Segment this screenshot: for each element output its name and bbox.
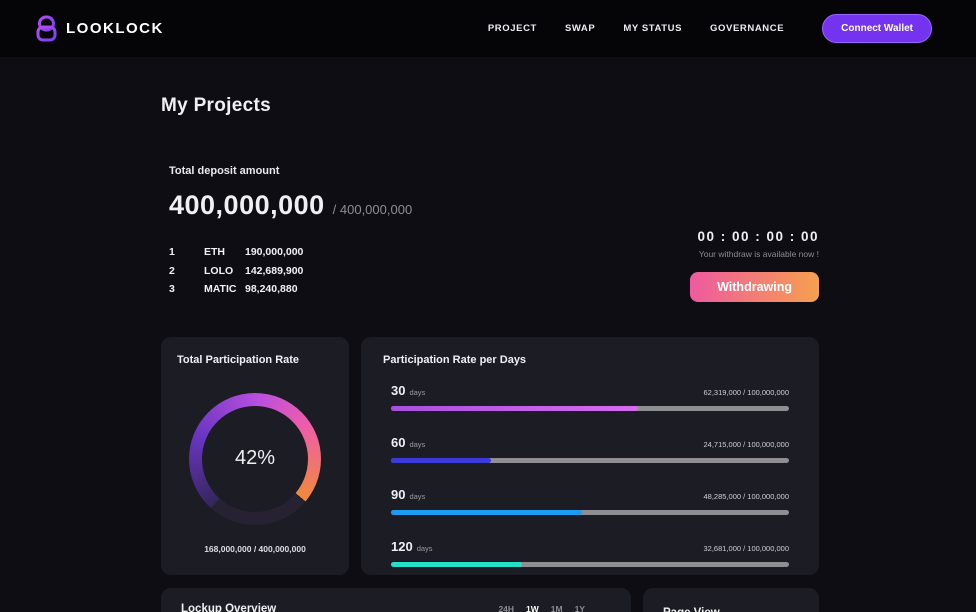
day-row-30: 30 days 62,319,000 / 100,000,000 [391, 382, 789, 411]
progress-bar-track [391, 457, 789, 463]
progress-bar-fill [391, 509, 583, 515]
day-progress-value: 48,285,000 / 100,000,000 [703, 491, 790, 501]
day-row-120: 120 days 32,681,000 / 100,000,000 [391, 538, 789, 567]
progress-bar-fill [391, 561, 523, 567]
day-row-head: 30 days 62,319,000 / 100,000,000 [391, 382, 789, 400]
bottom-cards-row: Lockup Overview 24H 1W 1M 1Y Page View [161, 587, 819, 612]
token-rank: 2 [169, 264, 175, 277]
day-progress-value: 32,681,000 / 100,000,000 [703, 543, 790, 553]
total-participation-title: Total Participation Rate [177, 353, 300, 366]
token-symbol: MATIC [204, 283, 237, 295]
day-unit: days [409, 491, 426, 501]
day-row-90: 90 days 48,285,000 / 100,000,000 [391, 486, 789, 515]
day-unit: days [409, 439, 426, 449]
lockup-overview-title: Lockup Overview [181, 602, 277, 612]
looklock-logo-icon [36, 15, 57, 42]
day-unit: days [416, 543, 433, 553]
day-row-head: 90 days 48,285,000 / 100,000,000 [391, 486, 789, 504]
withdrawing-button[interactable]: Withdrawing [690, 272, 819, 302]
main-content: My Projects Total deposit amount 400,000… [161, 95, 819, 612]
brand-name: LOOKLOCK [66, 20, 164, 37]
day-number: 90 [391, 486, 406, 502]
withdraw-note: Your withdraw is available now ! [698, 249, 819, 259]
progress-bar-fill [391, 457, 491, 463]
brand-logo[interactable]: LOOKLOCK [36, 15, 164, 42]
day-label: 60 days [391, 434, 425, 452]
lockup-overview-card: Lockup Overview 24H 1W 1M 1Y [161, 587, 631, 612]
deposit-summary-section: Total deposit amount 400,000,000 / 400,0… [161, 165, 819, 302]
token-symbol: ETH [204, 246, 225, 258]
day-label: 30 days [391, 382, 425, 400]
total-participation-card: Total Participation Rate 42% 168,000,000… [161, 336, 349, 575]
top-navbar: LOOKLOCK PROJECT SWAP MY STATUS GOVERNAN… [0, 0, 976, 57]
token-rank: 3 [169, 283, 175, 295]
total-deposit-label: Total deposit amount [169, 165, 280, 177]
progress-bar-track [391, 405, 789, 411]
period-tab-1y[interactable]: 1Y [574, 603, 585, 612]
day-label: 120 days [391, 538, 433, 556]
participation-summary: 168,000,000 / 400,000,000 [204, 543, 306, 554]
period-tab-1w[interactable]: 1W [526, 603, 539, 612]
day-row-head: 120 days 32,681,000 / 100,000,000 [391, 538, 789, 556]
period-tab-24h[interactable]: 24H [498, 603, 515, 612]
day-progress-value: 62,319,000 / 100,000,000 [703, 387, 790, 397]
day-number: 60 [391, 434, 406, 450]
day-row-head: 60 days 24,715,000 / 100,000,000 [391, 434, 789, 452]
day-row-60: 60 days 24,715,000 / 100,000,000 [391, 434, 789, 463]
page-view-card: Page View [643, 587, 819, 612]
nav-item-swap[interactable]: SWAP [564, 23, 596, 34]
day-progress-value: 24,715,000 / 100,000,000 [703, 439, 790, 449]
token-amount: 142,689,900 [245, 264, 304, 277]
period-tab-1m[interactable]: 1M [550, 603, 563, 612]
per-days-rows: 30 days 62,319,000 / 100,000,000 60 days 2… [383, 382, 789, 567]
nav-item-governance[interactable]: GOVERNANCE [710, 23, 785, 34]
deposit-amount-total: / 400,000,000 [332, 202, 413, 217]
day-number: 30 [391, 382, 406, 398]
token-list: 1 ETH 190,000,000 2 LOLO 142,689,900 3 M… [169, 243, 819, 299]
header-nav: PROJECT SWAP MY STATUS GOVERNANCE Connec… [488, 14, 932, 43]
progress-bar-track [391, 509, 789, 515]
nav-item-my-status[interactable]: MY STATUS [623, 23, 683, 34]
token-row: 2 LOLO 142,689,900 [169, 262, 819, 281]
day-number: 120 [391, 538, 413, 554]
lockup-card-header: Lockup Overview 24H 1W 1M 1Y [181, 603, 611, 612]
deposit-amount-row: 400,000,000 / 400,000,000 [169, 190, 819, 221]
participation-cards-row: Total Participation Rate 42% 168,000,000… [161, 336, 819, 575]
withdraw-countdown: 00 : 00 : 00 : 00 [697, 229, 819, 244]
token-rank: 1 [169, 246, 175, 258]
day-unit: days [409, 387, 426, 397]
deposit-amount-value: 400,000,000 [169, 190, 325, 220]
token-row: 3 MATIC 98,240,880 [169, 280, 819, 299]
per-days-title: Participation Rate per Days [383, 353, 527, 366]
participation-per-days-card: Participation Rate per Days 30 days 62,31… [361, 336, 819, 575]
participation-donut-chart: 42% [189, 392, 321, 525]
connect-wallet-button[interactable]: Connect Wallet [822, 14, 932, 43]
page-title: My Projects [161, 95, 271, 116]
day-label: 90 days [391, 486, 425, 504]
token-symbol: LOLO [204, 264, 234, 277]
progress-bar-track [391, 561, 789, 567]
withdraw-block: 00 : 00 : 00 : 00 Your withdraw is avail… [690, 229, 819, 302]
page-view-title: Page View [663, 607, 720, 612]
period-tabs: 24H 1W 1M 1Y [498, 604, 585, 612]
participation-percent: 42% [234, 447, 276, 469]
token-amount: 190,000,000 [245, 246, 304, 258]
nav-item-project[interactable]: PROJECT [487, 23, 537, 34]
token-row: 1 ETH 190,000,000 [169, 243, 819, 262]
progress-bar-fill [391, 405, 638, 411]
token-amount: 98,240,880 [245, 283, 298, 295]
